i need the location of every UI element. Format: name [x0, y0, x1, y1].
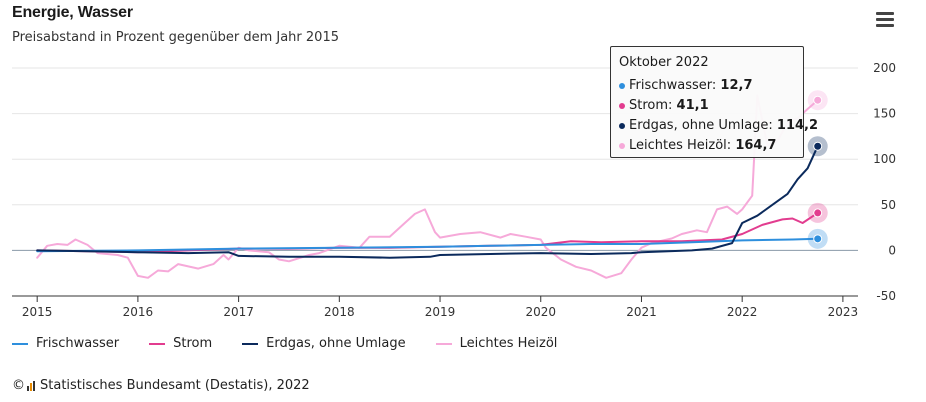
series-line-0[interactable]	[36, 237, 819, 253]
series-line-3[interactable]	[36, 94, 819, 279]
tooltip-label: Leichtes Heizöl:	[629, 138, 736, 153]
strom-line-icon	[149, 342, 166, 345]
tooltip-value: 114,2	[776, 118, 819, 133]
tooltip-row-strom: Strom: 41,1	[619, 96, 795, 116]
hamburger-menu-icon[interactable]	[872, 10, 898, 32]
tooltip-label: Erdgas, ohne Umlage:	[629, 118, 777, 133]
legend-item-heizoel[interactable]: Leichtes Heizöl	[435, 336, 558, 351]
x-tick-label: 2017	[223, 305, 254, 319]
strom-dot-icon	[619, 102, 625, 109]
source-text: Statistisches Bundesamt (Destatis), 2022	[40, 378, 310, 393]
data-point-marker[interactable]	[813, 208, 823, 218]
tooltip-row-heizoel: Leichtes Heizöl: 164,7	[619, 136, 795, 156]
y-tick-label: 100	[873, 152, 896, 166]
y-tick-label: 200	[873, 61, 896, 75]
data-point-marker[interactable]	[813, 234, 823, 244]
series-line-2[interactable]	[36, 145, 819, 259]
legend-item-strom[interactable]: Strom	[149, 336, 212, 351]
legend-item-frischwasser[interactable]: Frischwasser	[12, 336, 119, 351]
y-tick-label: 150	[873, 107, 896, 121]
menu-bar	[876, 24, 894, 27]
x-tick-label: 2019	[425, 305, 456, 319]
x-tick-label: 2023	[828, 305, 859, 319]
tooltip-label: Strom:	[629, 98, 677, 113]
legend-item-erdgas[interactable]: Erdgas, ohne Umlage	[242, 336, 406, 351]
tooltip-value: 12,7	[720, 78, 753, 93]
legend: Frischwasser Strom Erdgas, ohne Umlage L…	[12, 336, 587, 351]
legend-label: Erdgas, ohne Umlage	[266, 336, 406, 351]
frischwasser-line-icon	[12, 342, 28, 345]
footer: © Statistisches Bundesamt (Destatis), 20…	[12, 378, 310, 393]
tooltip: Oktober 2022 Frischwasser: 12,7 Strom: 4…	[610, 46, 818, 158]
x-tick-label: 2018	[324, 305, 355, 319]
tooltip-row-frischwasser: Frischwasser: 12,7	[619, 76, 795, 96]
data-point-marker[interactable]	[813, 141, 823, 151]
legend-label: Frischwasser	[36, 336, 120, 351]
y-tick-label: 50	[881, 198, 896, 212]
legend-label: Leichtes Heizöl	[459, 336, 558, 351]
y-tick-label: 0	[888, 243, 896, 257]
x-tick-label: 2015	[22, 305, 53, 319]
tooltip-value: 164,7	[735, 138, 777, 153]
erdgas-dot-icon	[619, 122, 625, 129]
legend-label: Strom	[173, 336, 213, 351]
tooltip-label: Frischwasser:	[629, 78, 721, 93]
destatis-logo-icon	[27, 380, 35, 391]
x-tick-label: 2022	[727, 305, 758, 319]
erdgas-line-icon	[242, 342, 259, 345]
copyright-symbol: ©	[12, 378, 25, 393]
y-tick-label: -50	[876, 289, 896, 303]
x-tick-label: 2021	[626, 305, 657, 319]
data-point-marker[interactable]	[813, 95, 823, 105]
x-tick-label: 2016	[123, 305, 154, 319]
menu-bar	[876, 12, 894, 15]
axes: 200 150 100 50 0 -50 2015 2016 2017 2018 2019 2020 2…	[12, 61, 896, 319]
frischwasser-dot-icon	[619, 82, 625, 89]
highlight-markers	[807, 90, 828, 249]
chart-subtitle: Preisabstand in Prozent gegenüber dem Ja…	[12, 30, 339, 45]
menu-bar	[876, 18, 894, 21]
tooltip-row-erdgas: Erdgas, ohne Umlage: 114,2	[619, 116, 818, 136]
x-tick-label: 2020	[525, 305, 556, 319]
heizoel-line-icon	[435, 342, 452, 345]
chart-title: Energie, Wasser	[12, 4, 133, 21]
tooltip-title: Oktober 2022	[619, 55, 709, 70]
series-lines	[36, 94, 819, 279]
heizoel-dot-icon	[619, 142, 625, 149]
tooltip-value: 41,1	[676, 98, 709, 113]
